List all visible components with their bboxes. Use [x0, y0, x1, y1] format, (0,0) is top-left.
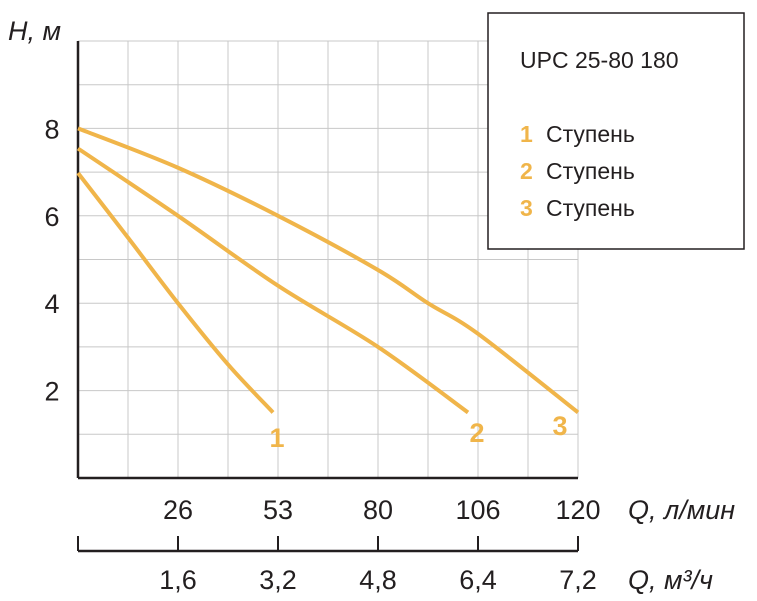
x-tick-label-lmin: 106: [455, 495, 500, 525]
x-tick-label-lmin: 80: [363, 495, 393, 525]
curve-label-3: 3: [552, 411, 567, 441]
legend-num-2: 2: [520, 158, 533, 184]
x-tick-label-lmin: 120: [555, 495, 600, 525]
x-tick-label-m3h: 6,4: [459, 565, 497, 595]
x-tick-label-m3h: 7,2: [559, 565, 597, 595]
curve-stage-3: [77, 126, 580, 415]
x-tick-label-m3h: 4,8: [359, 565, 397, 595]
y-tick-label: 4: [44, 289, 59, 319]
x-axis-label-lmin: Q, л/мин: [628, 495, 735, 525]
curve-label-1: 1: [269, 423, 284, 453]
y-tick-label: 6: [44, 202, 59, 232]
legend-item-1: Ступень: [546, 121, 635, 147]
legend-title: UPC 25-80 180: [520, 47, 679, 73]
legend-item-3: Ступень: [546, 195, 635, 221]
curve-label-2: 2: [469, 418, 484, 448]
legend-item-2: Ступень: [546, 158, 635, 184]
x-axis-label-m3h: Q, м³/ч: [628, 565, 713, 595]
curve-stage-1: [76, 171, 275, 414]
x-tick-label-lmin: 53: [263, 495, 293, 525]
legend-num-3: 3: [520, 195, 533, 221]
y-axis-label: H, м: [8, 16, 61, 46]
x-tick-label-lmin: 26: [163, 495, 193, 525]
curve-stage-2: [76, 146, 470, 415]
legend-box: [487, 12, 745, 250]
legend-num-1: 1: [520, 121, 533, 147]
x-tick-label-m3h: 1,6: [159, 565, 197, 595]
x-tick-label-m3h: 3,2: [259, 565, 297, 595]
y-tick-label: 2: [44, 377, 59, 407]
y-tick-label: 8: [44, 114, 59, 144]
